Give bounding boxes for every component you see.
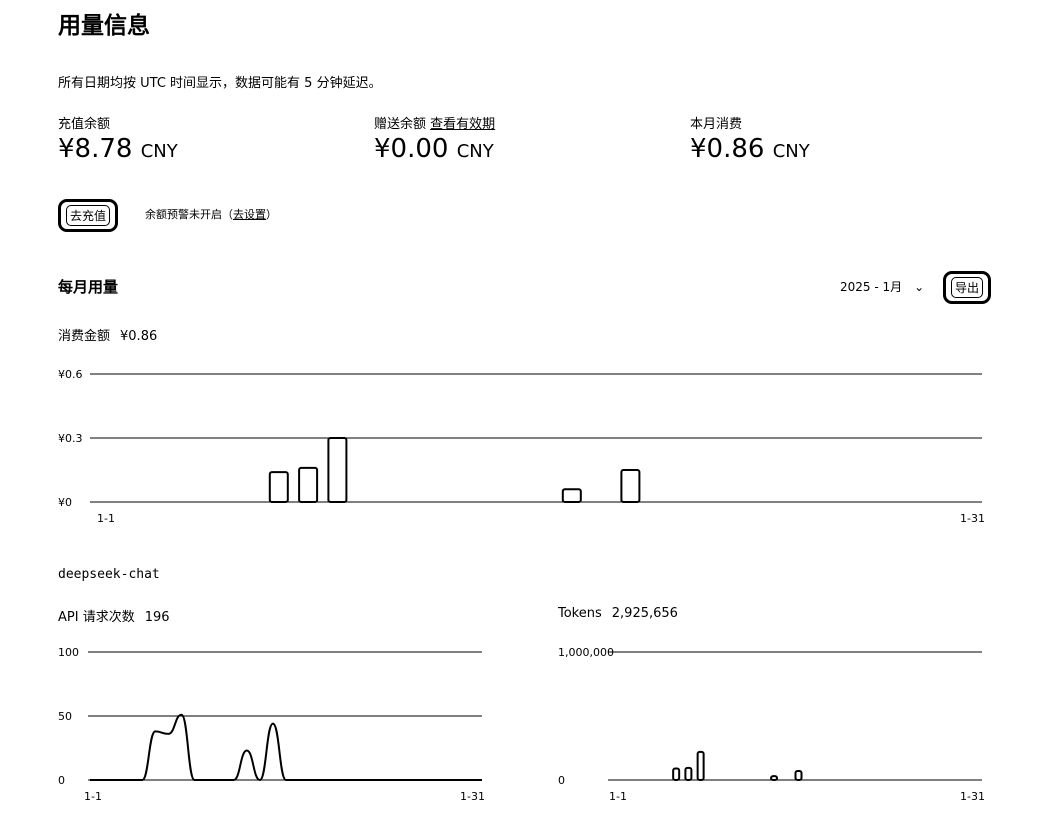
monthly-usage-title: 每月用量 <box>58 278 119 296</box>
y-tick-label: 0 <box>558 774 565 787</box>
monthly-spend-label: 本月消费 <box>690 117 743 132</box>
recharge-button[interactable]: 去充值 <box>58 199 119 232</box>
y-tick-label: 1,000,000 <box>558 646 614 659</box>
bar <box>794 770 803 781</box>
y-tick-label: 0 <box>58 774 65 787</box>
spend-label: 消费金额 <box>58 329 111 344</box>
chevron-down-icon: ⌄ <box>914 280 925 294</box>
requests-value: 196 <box>144 610 170 625</box>
requests-label: API 请求次数 <box>58 610 135 625</box>
topup-balance-amount: ¥8.78 <box>58 134 133 164</box>
gift-expiry-link[interactable]: 查看有效期 <box>430 117 496 132</box>
recharge-button-label: 去充值 <box>66 205 111 226</box>
x-tick-label-end: 1-31 <box>960 790 985 803</box>
balance-alert-text: 余额预警未开启 <box>145 208 222 221</box>
topup-balance: 充值余额 ¥8.78 CNY <box>58 113 178 164</box>
gift-balance-amount: ¥0.00 <box>374 134 449 164</box>
x-tick-label-start: 1-1 <box>97 512 115 525</box>
tokens-chart: 1,000,000 0 1-1 1-31 <box>558 646 985 803</box>
month-select-value: 2025 - 1月 <box>840 280 903 294</box>
tokens-value: 2,925,656 <box>611 606 678 621</box>
bar <box>672 767 681 781</box>
tokens-label: Tokens <box>558 606 602 621</box>
bar <box>298 466 319 504</box>
topup-balance-currency: CNY <box>140 141 178 162</box>
balance-alert-settings-link[interactable]: 去设置 <box>233 208 266 221</box>
monthly-spend-currency: CNY <box>772 141 810 162</box>
monthly-spend: 本月消费 ¥0.86 CNY <box>690 113 810 164</box>
spend-chart: ¥0.6 ¥0.3 ¥0 1-1 1-31 <box>58 368 985 525</box>
export-button[interactable]: 导出 <box>943 271 992 304</box>
bar <box>268 471 289 503</box>
export-button-label: 导出 <box>951 277 984 298</box>
monthly-spend-amount: ¥0.86 <box>690 134 765 164</box>
bar <box>684 766 693 781</box>
y-tick-label: 50 <box>58 710 72 723</box>
bar <box>327 437 348 503</box>
model-name: deepseek-chat <box>58 567 160 582</box>
x-tick-label-end: 1-31 <box>960 512 985 525</box>
gift-balance-currency: CNY <box>456 141 494 162</box>
spend-value: ¥0.86 <box>120 329 158 344</box>
month-select[interactable]: 2025 - 1月 ⌄ <box>840 278 924 295</box>
y-tick-label: ¥0.3 <box>58 432 83 445</box>
topup-balance-label: 充值余额 <box>58 117 111 132</box>
page-title: 用量信息 <box>58 13 150 39</box>
gift-balance: 赠送余额 查看有效期 ¥0.00 CNY <box>374 113 495 164</box>
x-tick-label-start: 1-1 <box>84 790 102 803</box>
requests-chart: 100 50 0 1-1 1-31 <box>58 646 485 803</box>
x-tick-label-end: 1-31 <box>460 790 485 803</box>
bar <box>770 775 779 782</box>
bar <box>620 469 641 503</box>
y-tick-label: ¥0 <box>58 496 72 509</box>
bar <box>696 750 705 781</box>
y-tick-label: 100 <box>58 646 79 659</box>
balance-alert: 余额预警未开启（去设置） <box>145 208 277 221</box>
tokens-summary: Tokens 2,925,656 <box>558 606 678 621</box>
gift-balance-label: 赠送余额 <box>374 117 427 132</box>
series-line <box>90 713 482 782</box>
y-tick-label: ¥0.6 <box>58 368 83 381</box>
x-tick-label-start: 1-1 <box>609 790 627 803</box>
spend-summary: 消费金额 ¥0.86 <box>58 325 157 344</box>
bar <box>561 488 582 503</box>
requests-summary: API 请求次数 196 <box>58 606 170 625</box>
timezone-note: 所有日期均按 UTC 时间显示，数据可能有 5 分钟延迟。 <box>58 76 382 91</box>
